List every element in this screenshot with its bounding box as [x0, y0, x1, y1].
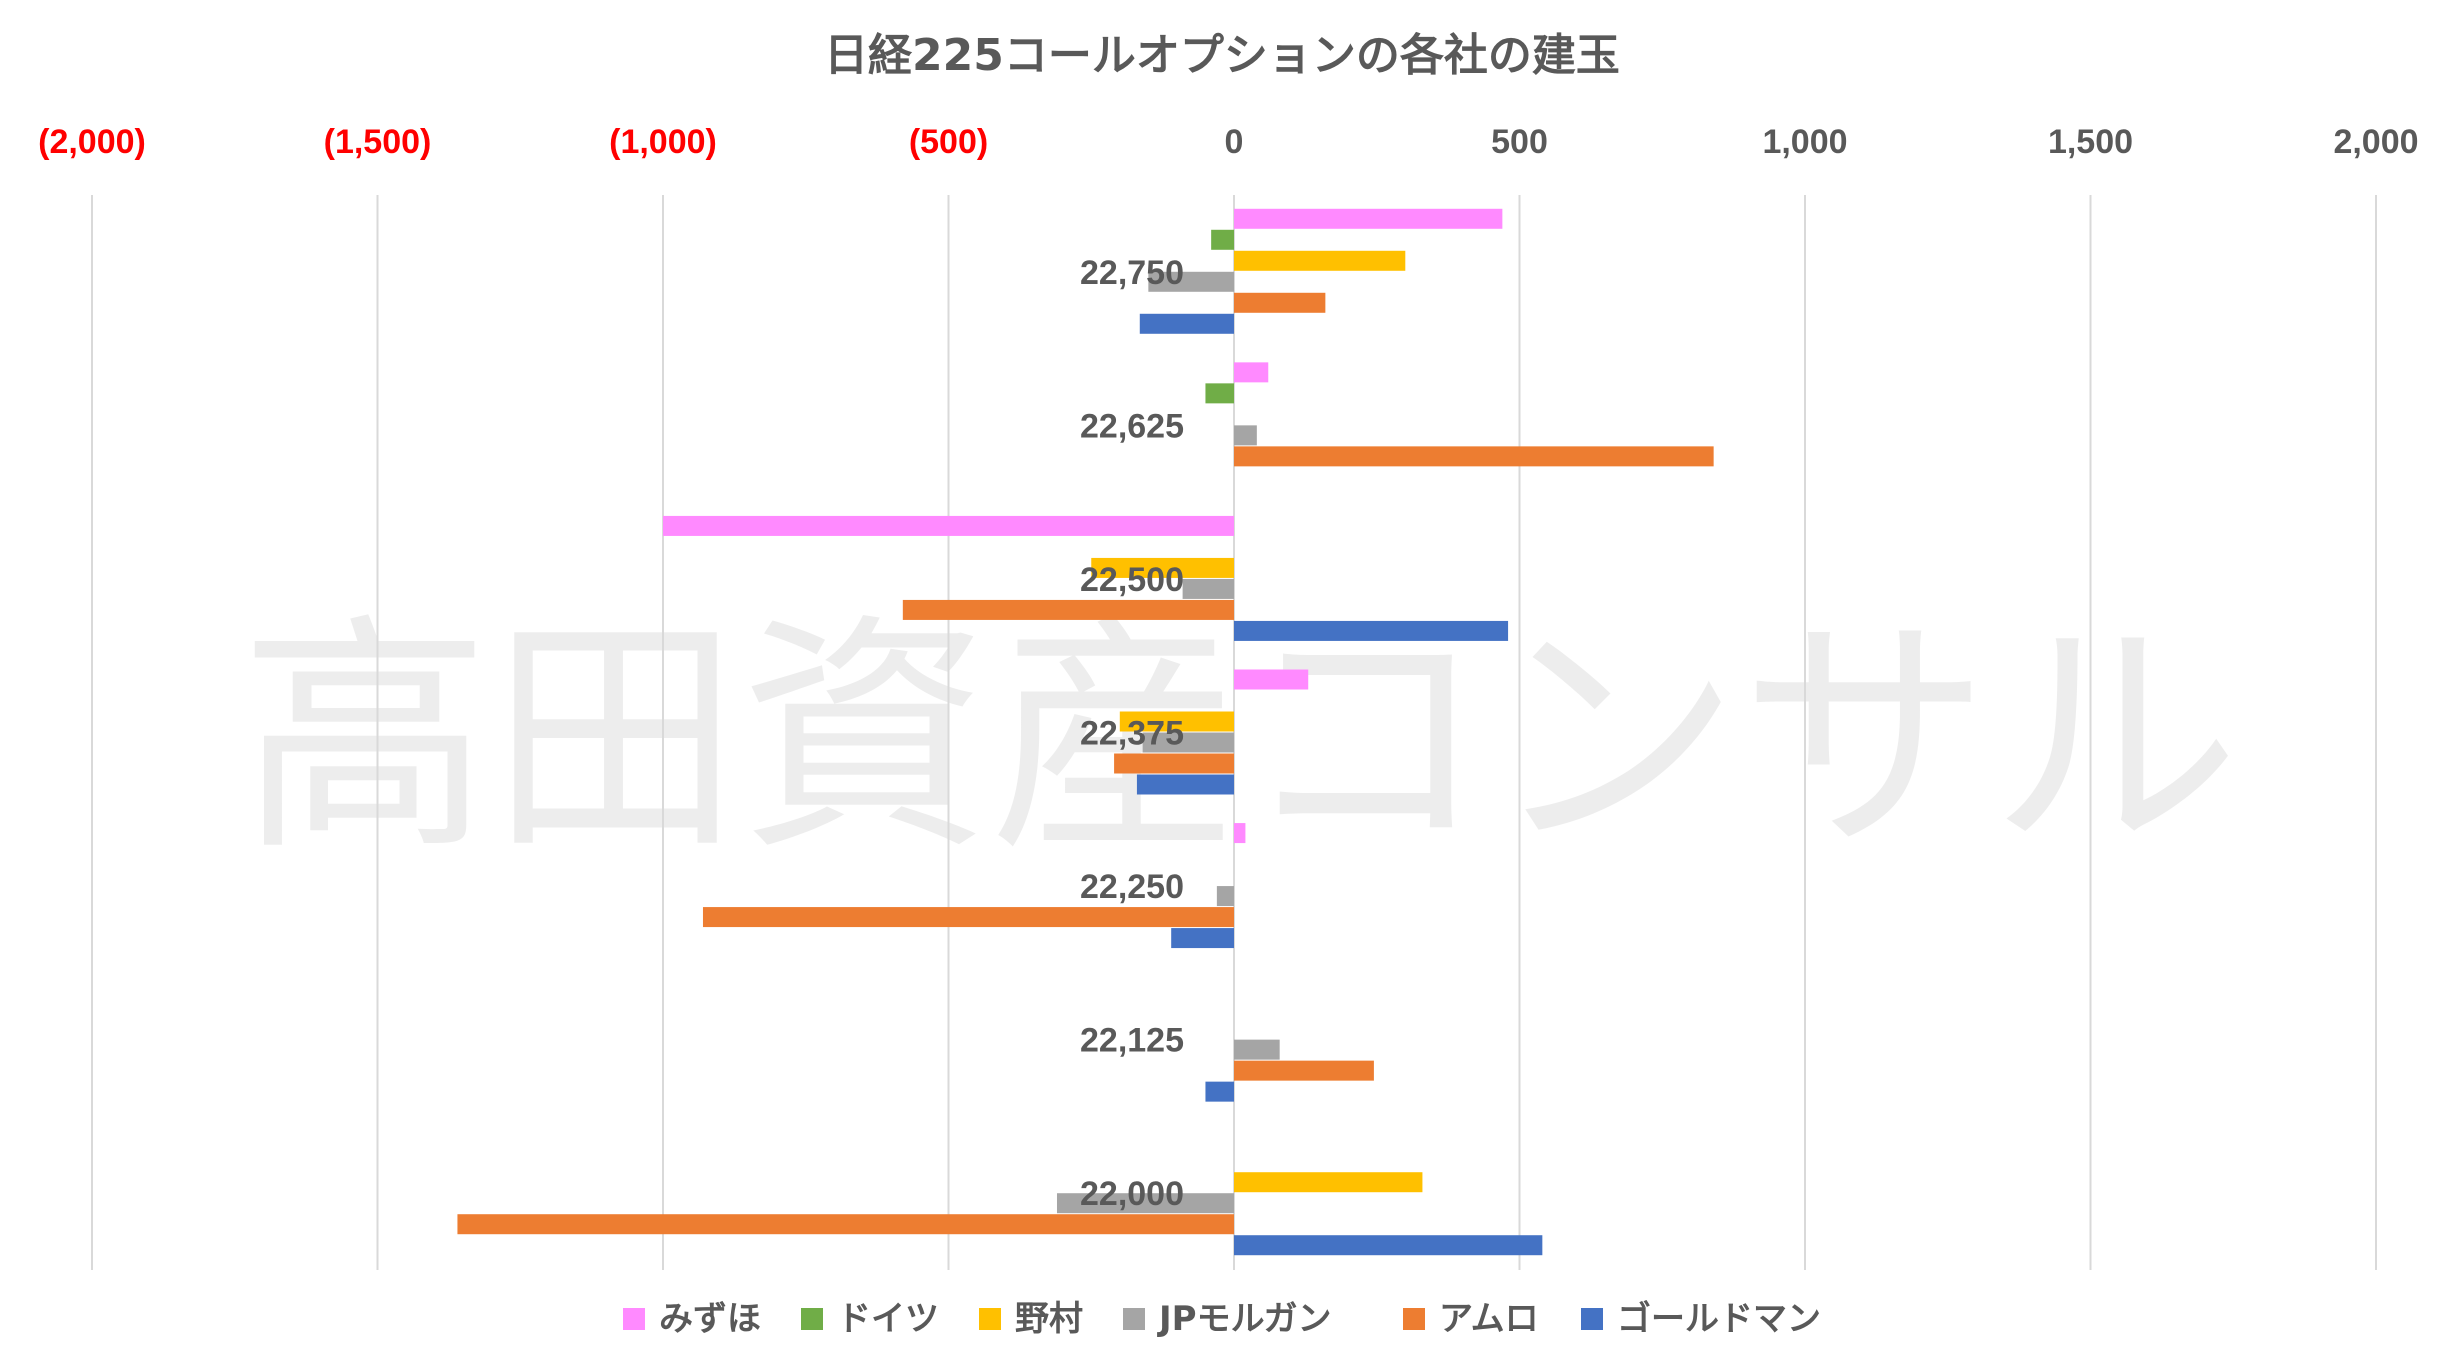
- bar: [1234, 1039, 1280, 1060]
- legend-label: 野村: [1015, 1299, 1083, 1339]
- x-tick-label: 500: [1491, 123, 1548, 161]
- bar: [1216, 886, 1234, 907]
- bar: [1234, 620, 1509, 641]
- category-label: 22,750: [1080, 254, 1184, 292]
- bar: [1056, 1193, 1234, 1214]
- bar: [1205, 383, 1234, 404]
- category-label: 22,625: [1080, 407, 1184, 445]
- chart-title: 日経225コールオプションの各社の建玉: [824, 30, 1620, 81]
- legend-label: JPモルガン: [1157, 1299, 1332, 1339]
- grid-lines: [91, 195, 2377, 1270]
- x-tick-label: 1,000: [1762, 123, 1847, 161]
- legend-label: みずほ: [659, 1299, 761, 1339]
- x-tick-label: 0: [1225, 123, 1244, 161]
- bar: [1234, 292, 1326, 313]
- bar: [1136, 774, 1234, 795]
- bar: [663, 515, 1234, 536]
- bar: [1211, 229, 1234, 250]
- bar: [1234, 823, 1246, 844]
- bar: [1234, 208, 1503, 229]
- bar: [1142, 732, 1234, 753]
- legend-swatch: [801, 1308, 823, 1330]
- bar: [1205, 1081, 1234, 1102]
- category-label: 22,500: [1080, 561, 1184, 599]
- bar: [1148, 271, 1234, 292]
- bar: [702, 907, 1234, 928]
- bar: [1139, 313, 1234, 334]
- legend-label: ドイツ: [837, 1299, 939, 1339]
- x-tick-label: (2,000): [38, 123, 146, 161]
- bar: [1234, 446, 1714, 467]
- legend-label: ゴールドマン: [1617, 1299, 1821, 1339]
- bar: [902, 599, 1234, 620]
- category-label: 22,250: [1080, 868, 1184, 906]
- bars: [457, 208, 1714, 1256]
- legend-swatch: [979, 1308, 1001, 1330]
- x-tick-label: 1,500: [2048, 123, 2133, 161]
- bar: [1234, 1172, 1423, 1193]
- x-tick-label: (1,000): [609, 123, 717, 161]
- x-tick-label: (1,500): [324, 123, 432, 161]
- bar: [1182, 578, 1234, 599]
- bar: [1171, 928, 1234, 949]
- bar: [1234, 669, 1309, 690]
- legend-swatch: [1403, 1308, 1425, 1330]
- legend-swatch: [623, 1308, 645, 1330]
- bar: [1091, 557, 1234, 578]
- bar: [1234, 1235, 1543, 1256]
- category-label: 22,375: [1080, 715, 1184, 753]
- category-label: 22,000: [1080, 1175, 1184, 1213]
- legend-swatch: [1123, 1308, 1145, 1330]
- bar: [1234, 250, 1406, 271]
- bar: [1119, 711, 1234, 732]
- bar: [1234, 362, 1269, 383]
- bar: [1114, 753, 1234, 774]
- category-labels: 22,750 22,625 22,500 22,375 22,250 22,125 22,0…: [1080, 254, 1184, 1213]
- legend-label: アムロ: [1439, 1299, 1539, 1339]
- x-axis-ticks: (2,000) (1,500) (1,000) (500) 0 500 1,000 1,500…: [38, 123, 2418, 161]
- bar: [457, 1214, 1234, 1235]
- bar: [1234, 425, 1257, 446]
- bar: [1234, 1060, 1374, 1081]
- x-tick-label: 2,000: [2333, 123, 2418, 161]
- x-tick-label: (500): [909, 123, 988, 161]
- legend: みずほ ドイツ 野村 JPモルガン アムロ ゴールドマン: [623, 1299, 1821, 1339]
- legend-swatch: [1581, 1308, 1603, 1330]
- category-label: 22,125: [1080, 1022, 1184, 1060]
